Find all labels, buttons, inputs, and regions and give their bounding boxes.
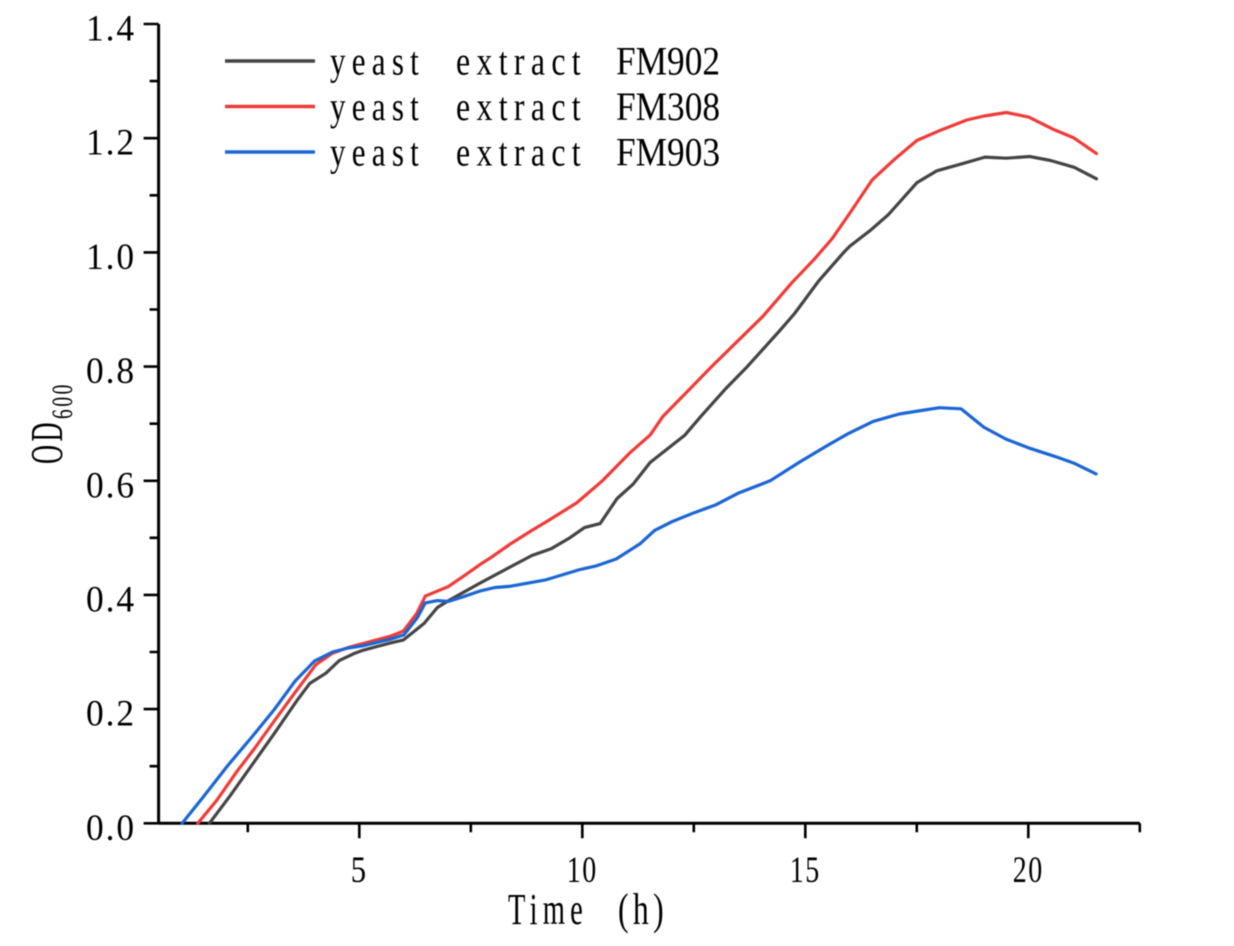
svg-text:5: 5 xyxy=(351,850,368,891)
svg-text:yeast: yeast xyxy=(330,38,425,83)
svg-text:yeast: yeast xyxy=(330,84,425,129)
svg-text:extract: extract xyxy=(456,38,587,83)
svg-text:0.2: 0.2 xyxy=(86,694,136,735)
svg-text:1.4: 1.4 xyxy=(86,9,136,50)
svg-text:FM308: FM308 xyxy=(616,84,720,129)
svg-text:Time: Time xyxy=(508,885,588,934)
svg-text:1.2: 1.2 xyxy=(86,123,136,164)
svg-text:FM903: FM903 xyxy=(616,129,720,174)
svg-text:extract: extract xyxy=(456,129,587,174)
svg-text:OD: OD xyxy=(21,419,72,464)
svg-text:yeast: yeast xyxy=(330,129,425,174)
svg-text:FM902: FM902 xyxy=(616,38,720,83)
svg-text:0.4: 0.4 xyxy=(86,579,136,620)
svg-text:600: 600 xyxy=(46,382,79,419)
svg-text:(h): (h) xyxy=(618,885,668,934)
svg-text:0.6: 0.6 xyxy=(86,465,136,506)
svg-text:1.0: 1.0 xyxy=(86,237,136,278)
svg-text:10: 10 xyxy=(567,850,598,891)
svg-text:0.8: 0.8 xyxy=(86,351,136,392)
svg-text:15: 15 xyxy=(790,850,821,891)
svg-text:extract: extract xyxy=(456,84,587,129)
svg-text:20: 20 xyxy=(1013,850,1044,891)
svg-text:0.0: 0.0 xyxy=(86,808,136,849)
